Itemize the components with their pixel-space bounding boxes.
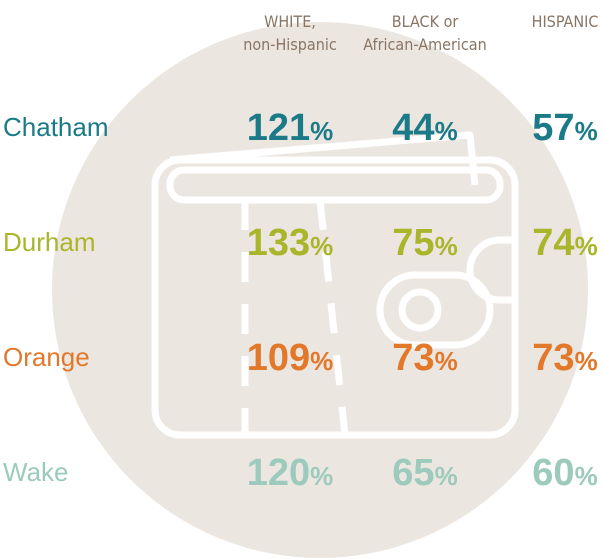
cell-unit: % bbox=[310, 231, 333, 261]
column-header: HISPANIC bbox=[532, 12, 599, 31]
cell-number: 57 bbox=[532, 107, 574, 149]
cell-number: 133 bbox=[247, 222, 310, 264]
cell-unit: % bbox=[575, 461, 598, 491]
cell-value: 121% bbox=[247, 107, 334, 149]
row-label: Wake bbox=[3, 457, 69, 487]
row-label: Durham bbox=[3, 227, 95, 257]
cell-unit: % bbox=[310, 346, 333, 376]
cell-number: 75 bbox=[392, 222, 434, 264]
wallet-icon bbox=[151, 131, 519, 439]
cell-number: 44 bbox=[392, 107, 434, 149]
cell-unit: % bbox=[310, 116, 333, 146]
cell-unit: % bbox=[310, 461, 333, 491]
cell-number: 60 bbox=[532, 452, 574, 494]
cell-value: 44% bbox=[392, 107, 457, 149]
cell-unit: % bbox=[575, 116, 598, 146]
cell-number: 73 bbox=[392, 337, 434, 379]
column-header: African-American bbox=[363, 35, 486, 54]
cell-number: 73 bbox=[532, 337, 574, 379]
column-header: non-Hispanic bbox=[243, 35, 337, 54]
cell-unit: % bbox=[435, 461, 458, 491]
cell-value: 60% bbox=[532, 452, 597, 494]
cell-value: 133% bbox=[247, 222, 334, 264]
cell-unit: % bbox=[575, 346, 598, 376]
cell-value: 65% bbox=[392, 452, 457, 494]
cell-unit: % bbox=[575, 231, 598, 261]
cell-value: 73% bbox=[392, 337, 457, 379]
column-header: BLACK or bbox=[392, 12, 459, 31]
cell-value: 57% bbox=[532, 107, 597, 149]
cell-unit: % bbox=[435, 116, 458, 146]
cell-value: 75% bbox=[392, 222, 457, 264]
cell-number: 120 bbox=[247, 452, 310, 494]
cell-unit: % bbox=[435, 346, 458, 376]
cell-number: 74 bbox=[532, 222, 574, 264]
cell-value: 74% bbox=[532, 222, 597, 264]
column-header: WHITE, bbox=[264, 12, 316, 31]
cell-number: 109 bbox=[247, 337, 310, 379]
row-label: Chatham bbox=[3, 112, 109, 142]
row-label: Orange bbox=[3, 342, 90, 372]
cell-number: 65 bbox=[392, 452, 434, 494]
cell-value: 73% bbox=[532, 337, 597, 379]
cell-value: 120% bbox=[247, 452, 334, 494]
cell-unit: % bbox=[435, 231, 458, 261]
cell-number: 121 bbox=[247, 107, 310, 149]
cell-value: 109% bbox=[247, 337, 334, 379]
